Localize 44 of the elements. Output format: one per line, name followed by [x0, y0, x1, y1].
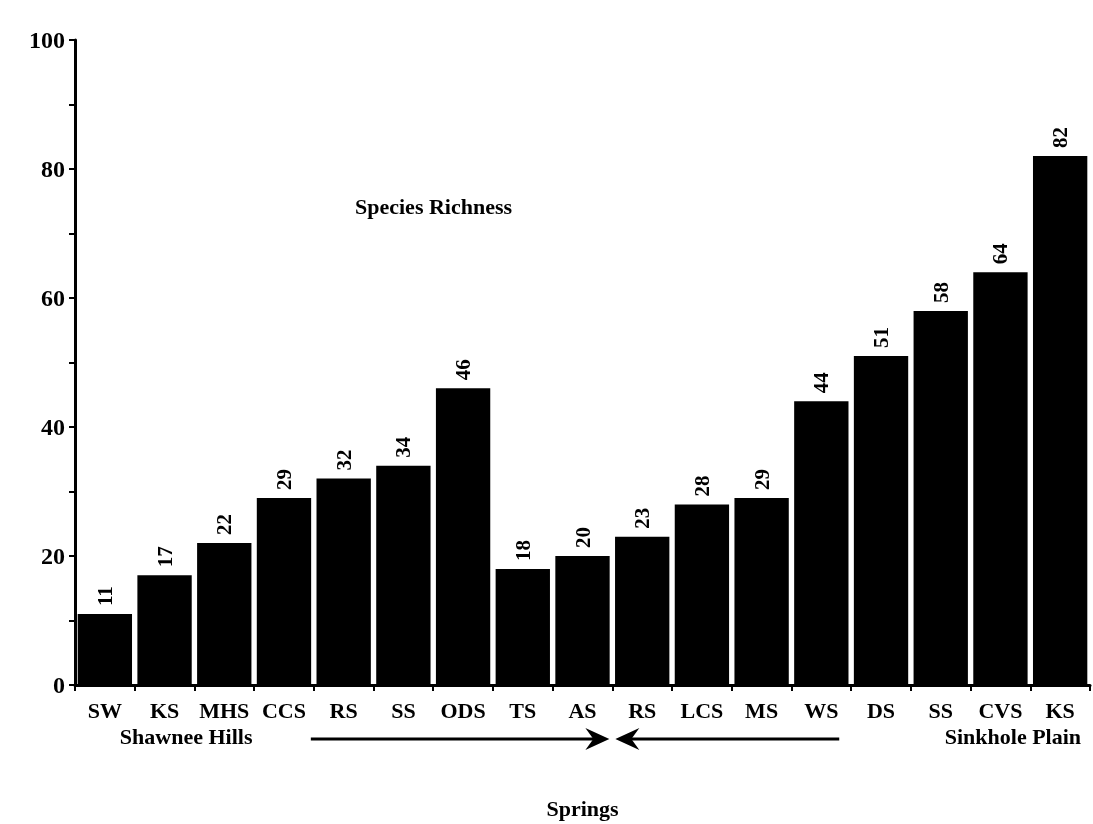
y-tick-label: 60: [41, 285, 65, 311]
x-tick-label: MHS: [199, 697, 250, 723]
data-label: 34: [391, 436, 416, 458]
x-tick-label: MS: [745, 697, 779, 723]
text: Sinkhole Plain: [944, 723, 1082, 749]
x-tick-label: SS: [391, 697, 416, 723]
x-tick-label: ODS: [440, 697, 486, 723]
x-tick-label: SS: [928, 697, 953, 723]
data-label: 29: [749, 468, 774, 490]
x-tick-label: TS: [509, 697, 537, 723]
x-tick-label: WS: [804, 697, 839, 723]
text: Species Richness: [355, 193, 513, 219]
x-tick-label: DS: [866, 697, 896, 723]
x-tick-label: CVS: [978, 697, 1023, 723]
y-tick-label: 20: [41, 543, 65, 569]
data-label: 44: [809, 371, 834, 394]
data-label: 32: [331, 449, 356, 471]
data-label: 28: [689, 475, 714, 497]
data-label: 29: [271, 468, 296, 490]
y-tick-label: 100: [29, 27, 65, 53]
x-tick-label: CCS: [261, 697, 306, 723]
data-label: 64: [988, 242, 1013, 265]
x-tick-label: AS: [568, 697, 597, 723]
data-label: 82: [1048, 127, 1073, 149]
data-label: 20: [570, 527, 595, 548]
data-label: 11: [92, 586, 117, 607]
data-label: 17: [152, 546, 177, 568]
x-tick-label: RS: [329, 697, 358, 723]
x-tick-label: RS: [628, 697, 657, 723]
data-label: 46: [451, 359, 476, 381]
data-label: 58: [928, 281, 953, 303]
data-label: 22: [212, 514, 237, 536]
x-tick-label: KS: [149, 697, 180, 723]
text: Shawnee Hills: [119, 723, 253, 749]
data-label: 18: [510, 539, 535, 561]
x-tick-label: SW: [87, 697, 122, 723]
x-tick-label: KS: [1045, 697, 1075, 723]
data-label: 23: [630, 507, 655, 529]
x-tick-label: LCS: [680, 697, 724, 723]
data-label: 51: [869, 327, 894, 349]
x-axis-title: Springs: [546, 795, 619, 821]
y-tick-label: 0: [53, 672, 65, 698]
y-tick-label: 40: [41, 414, 65, 440]
y-tick-label: 80: [41, 156, 65, 182]
